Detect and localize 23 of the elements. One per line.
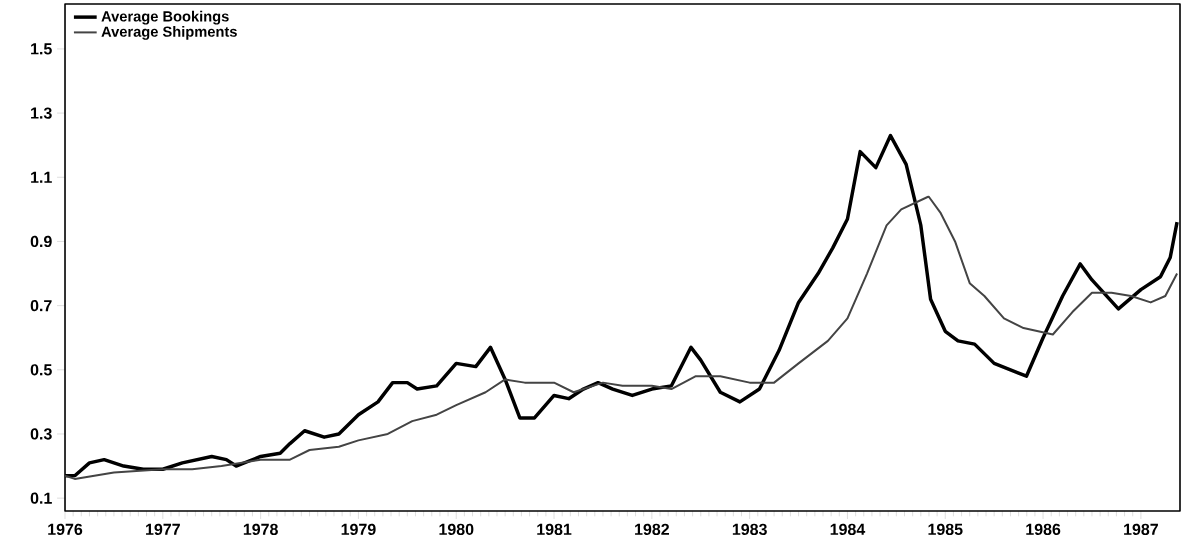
x-tick-label: 1981: [537, 523, 572, 536]
x-tick-label: 1986: [1026, 523, 1061, 536]
x-tick-label: 1976: [48, 523, 83, 536]
y-tick-label: 0.9: [30, 235, 52, 248]
legend-label: Average Shipments: [101, 26, 237, 40]
y-tick-label: 1.5: [31, 43, 52, 55]
x-tick-label: 1985: [928, 523, 963, 536]
legend-label: Average Bookings: [101, 10, 229, 25]
x-tick-label: 1980: [439, 523, 474, 536]
y-tick-label: 0.3: [30, 428, 52, 440]
y-tick-label: 0.1: [30, 492, 52, 504]
line-series: [65, 195, 1179, 480]
x-tick-label: 1983: [732, 523, 767, 536]
y-tick-label: 0.5: [30, 364, 52, 376]
y-tick-label: 0.7: [30, 299, 52, 312]
y-tick-label: 1.1: [31, 171, 52, 183]
x-tick-label: 1982: [635, 523, 669, 536]
x-tick-label: 1978: [243, 523, 278, 536]
x-tick-label: 1979: [341, 523, 376, 536]
x-tick-label: 1984: [830, 523, 866, 536]
x-tick-label: 1977: [146, 523, 180, 536]
y-tick-label: 1.3: [31, 107, 52, 119]
x-tick-label: 1987: [1124, 523, 1158, 536]
